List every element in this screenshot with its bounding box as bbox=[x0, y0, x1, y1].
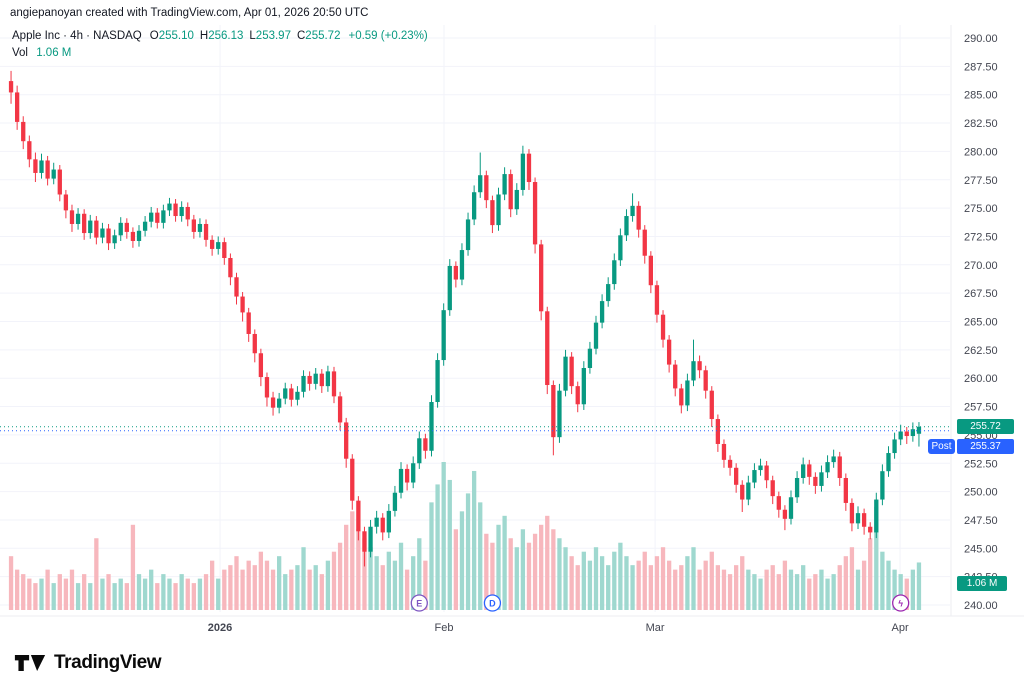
svg-text:Feb: Feb bbox=[434, 622, 453, 634]
post-market-label: Post bbox=[928, 439, 955, 454]
svg-text:272.50: 272.50 bbox=[964, 231, 998, 243]
svg-text:Apr: Apr bbox=[892, 622, 909, 634]
svg-text:270.00: 270.00 bbox=[964, 260, 998, 272]
svg-text:D: D bbox=[489, 599, 496, 609]
low-value: 253.97 bbox=[255, 30, 291, 42]
tradingview-wordmark: TradingView bbox=[54, 652, 162, 673]
tradingview-logo-icon bbox=[14, 655, 46, 671]
svg-text:275.00: 275.00 bbox=[964, 203, 998, 215]
svg-text:240.00: 240.00 bbox=[964, 600, 998, 612]
svg-text:245.00: 245.00 bbox=[964, 543, 998, 555]
ohlc-high: H256.13 bbox=[200, 30, 244, 42]
price-change: +0.59 (+0.23%) bbox=[348, 30, 428, 42]
volume-label: Vol bbox=[12, 47, 28, 59]
tradingview-logo[interactable]: TradingView bbox=[14, 650, 162, 676]
svg-text:282.50: 282.50 bbox=[964, 118, 998, 130]
svg-text:ϟ: ϟ bbox=[898, 599, 903, 609]
post-price-badge: 255.37 bbox=[957, 439, 1014, 454]
svg-text:250.00: 250.00 bbox=[964, 487, 998, 499]
svg-text:277.50: 277.50 bbox=[964, 175, 998, 187]
symbol-legend: Apple Inc · 4h · NASDAQ O255.10 H256.13 … bbox=[12, 30, 428, 59]
open-value: 255.10 bbox=[158, 30, 194, 42]
last-price-badge: 255.72 bbox=[957, 419, 1014, 434]
svg-text:2026: 2026 bbox=[208, 622, 232, 634]
close-value: 255.72 bbox=[305, 30, 341, 42]
ohlc-open: O255.10 bbox=[150, 30, 194, 42]
attribution-text: angiepanoyan created with TradingView.co… bbox=[10, 7, 369, 19]
svg-text:260.00: 260.00 bbox=[964, 373, 998, 385]
svg-text:247.50: 247.50 bbox=[964, 515, 998, 527]
volume-value: 1.06 M bbox=[36, 47, 72, 59]
svg-text:257.50: 257.50 bbox=[964, 402, 998, 414]
svg-text:Mar: Mar bbox=[646, 622, 665, 634]
svg-text:252.50: 252.50 bbox=[964, 458, 998, 470]
ohlc-close: C255.72 bbox=[297, 30, 341, 42]
high-value: 256.13 bbox=[208, 30, 244, 42]
low-label: L bbox=[249, 30, 256, 42]
volume-badge: 1.06 M bbox=[957, 576, 1007, 591]
svg-text:280.00: 280.00 bbox=[964, 146, 998, 158]
svg-text:287.50: 287.50 bbox=[964, 61, 998, 73]
svg-text:E: E bbox=[416, 599, 422, 609]
open-label: O bbox=[149, 30, 159, 42]
high-label: H bbox=[199, 30, 209, 42]
close-label: C bbox=[296, 30, 306, 42]
svg-text:267.50: 267.50 bbox=[964, 288, 998, 300]
svg-text:285.00: 285.00 bbox=[964, 90, 998, 102]
svg-text:262.50: 262.50 bbox=[964, 345, 998, 357]
ohlc-low: L253.97 bbox=[249, 30, 291, 42]
svg-text:290.00: 290.00 bbox=[964, 33, 998, 45]
svg-text:265.00: 265.00 bbox=[964, 317, 998, 329]
symbol-title[interactable]: Apple Inc · 4h · NASDAQ bbox=[12, 30, 142, 42]
